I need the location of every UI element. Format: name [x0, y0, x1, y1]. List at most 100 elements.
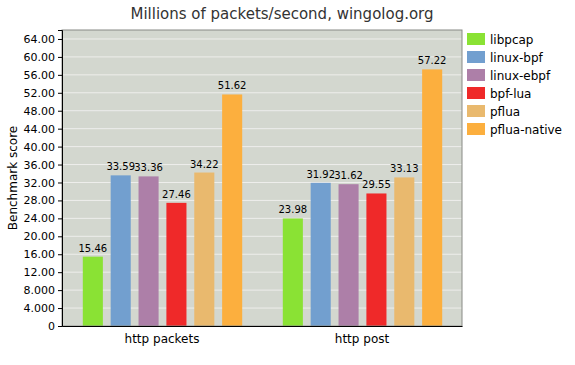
y-tick: 16.00: [24, 248, 63, 261]
legend-label: libpcap: [490, 33, 533, 47]
y-axis-line: [58, 31, 63, 327]
y-tick-label: 52.00: [24, 87, 56, 100]
y-tick: 24.00: [24, 212, 63, 225]
y-tick-mark: [58, 39, 62, 40]
y-tick: 48.00: [24, 105, 63, 118]
y-tick: 4.000: [24, 302, 63, 315]
legend-swatch: [467, 123, 485, 135]
y-tick-mark: [58, 182, 62, 183]
y-tick-mark: [58, 129, 62, 130]
grid-line: [62, 110, 462, 111]
y-axis: 0 4.000 8.000 12.00 16.00 20.00 24.00 28.00 32.0…: [24, 31, 63, 334]
bar: [222, 94, 242, 326]
plot: 15.4623.9833.5931.9233.3631.6227.4629.55…: [24, 30, 463, 346]
grid-line: [62, 92, 462, 93]
data-label: 23.98: [279, 204, 308, 215]
grid-line: [62, 38, 462, 39]
y-tick: 0: [48, 320, 62, 333]
bar: [283, 218, 303, 326]
title: Millions of packets/second, wingolog.org: [130, 5, 433, 23]
legend: libpcap linux-bpf linux-ebpf bpf-lua pflua pf…: [467, 33, 562, 137]
chart: 15.4623.9833.5931.9233.3631.6227.4629.55…: [0, 0, 575, 365]
grid-line: [62, 146, 462, 147]
y-tick-mark: [58, 111, 62, 112]
y-tick-mark: [58, 236, 62, 237]
legend-item: pflua-native: [467, 123, 562, 137]
bar: [366, 193, 386, 326]
y-tick-label: 16.00: [24, 248, 56, 261]
data-label: 15.46: [79, 243, 108, 254]
y-tick-mark: [58, 57, 62, 58]
x-tick: http post: [335, 326, 390, 346]
bar: [139, 176, 159, 326]
y-tick: 12.00: [24, 266, 63, 279]
data-label: 33.13: [390, 163, 419, 174]
legend-label: linux-bpf: [490, 51, 544, 65]
data-label: 33.36: [134, 162, 163, 173]
legend-label: pflua: [490, 105, 520, 119]
legend-swatch: [467, 87, 485, 99]
y-tick-label: 60.00: [24, 51, 56, 64]
bar: [422, 69, 442, 326]
x-tick-label: http post: [335, 332, 390, 346]
legend-label: linux-ebpf: [490, 69, 551, 83]
y-tick-mark: [58, 75, 62, 76]
y-tick-mark: [58, 200, 62, 201]
legend-item: linux-ebpf: [467, 69, 551, 83]
x-axis: http packets http post: [63, 326, 463, 346]
plot-frame: [62, 30, 462, 326]
y-tick-mark: [58, 290, 62, 291]
y-tick: 20.00: [24, 230, 63, 243]
y-tick: 32.00: [24, 177, 63, 190]
legend-swatch: [467, 51, 485, 63]
y-tick-label: 4.000: [24, 302, 56, 315]
data-label: 33.59: [106, 161, 135, 172]
y-axis-title: Benchmark score: [6, 126, 20, 230]
y-tick-mark: [58, 165, 62, 166]
y-tick: 40.00: [24, 141, 63, 154]
bar: [166, 203, 186, 326]
grid: [62, 39, 462, 326]
legend-item: bpf-lua: [467, 87, 531, 101]
legend-item: libpcap: [467, 33, 533, 47]
grid-line: [62, 56, 462, 57]
y-tick: 56.00: [24, 69, 63, 82]
legend-swatch: [467, 69, 485, 81]
y-tick-label: 0: [48, 320, 55, 333]
y-tick-mark: [58, 326, 62, 327]
y-tick: 44.00: [24, 123, 63, 136]
y-tick-label: 64.00: [24, 33, 56, 46]
legend-label: bpf-lua: [490, 87, 531, 101]
y-tick-mark: [58, 254, 62, 255]
x-tick: http packets: [125, 326, 200, 346]
y-tick-label: 32.00: [24, 177, 56, 190]
y-tick: 8.000: [24, 284, 63, 297]
y-tick: 28.00: [24, 194, 63, 207]
bars: [83, 69, 442, 326]
y-tick-label: 44.00: [24, 123, 56, 136]
grid-line: [62, 128, 462, 129]
grid-line: [62, 74, 462, 75]
data-label: 27.46: [162, 189, 191, 200]
legend-swatch: [467, 33, 485, 45]
bar: [394, 177, 414, 326]
legend-swatch: [467, 105, 485, 117]
bar: [311, 183, 331, 326]
data-label: 29.55: [362, 179, 391, 190]
y-tick-label: 28.00: [24, 194, 56, 207]
y-tick-label: 36.00: [24, 159, 56, 172]
data-labels: 15.4623.9833.5931.9233.3631.6227.4629.55…: [79, 55, 447, 253]
y-tick-mark: [58, 272, 62, 273]
x-tick-label: http packets: [125, 332, 200, 346]
y-tick: 60.00: [24, 51, 63, 64]
x-axis-line: [63, 326, 463, 327]
bar: [83, 257, 103, 326]
bar: [194, 173, 214, 326]
y-tick-label: 8.000: [24, 284, 56, 297]
data-label: 51.62: [218, 80, 247, 91]
y-tick-mark: [58, 308, 62, 309]
y-tick-label: 48.00: [24, 105, 56, 118]
y-tick: 36.00: [24, 159, 63, 172]
data-label: 57.22: [418, 55, 447, 66]
plot-background: [62, 30, 462, 326]
